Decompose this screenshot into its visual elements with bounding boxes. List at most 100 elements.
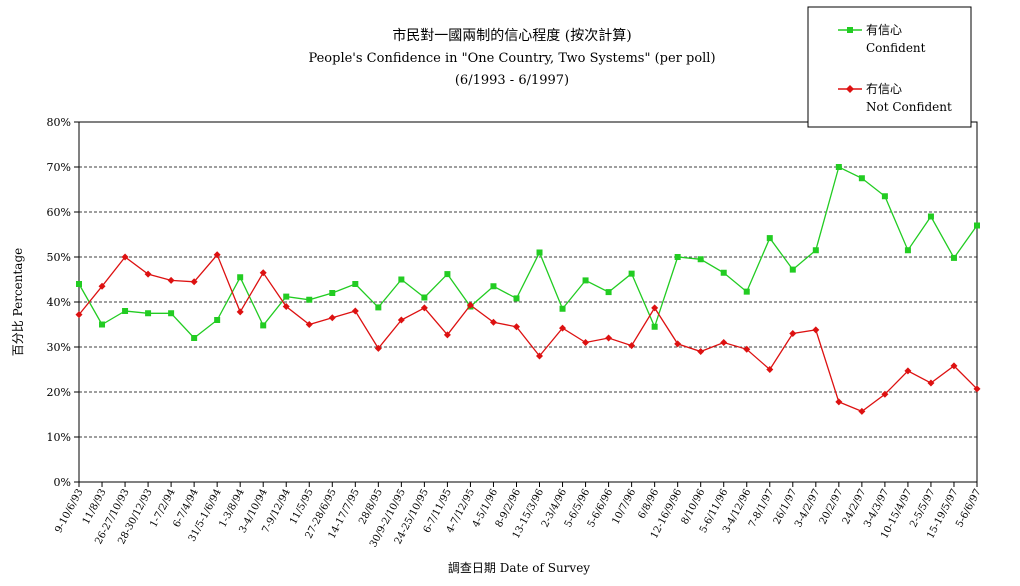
data-point — [651, 304, 659, 312]
data-point — [168, 310, 175, 317]
data-point — [789, 266, 796, 273]
y-tick-label: 40% — [47, 296, 71, 309]
data-point — [329, 290, 336, 296]
data-point — [536, 249, 543, 256]
data-point — [305, 321, 313, 328]
data-point — [605, 289, 612, 296]
x-axis-label: 調查日期 Date of Survey — [448, 561, 590, 575]
y-axis-label: 百分比 Percentage — [11, 248, 25, 357]
y-tick-label: 30% — [47, 341, 71, 354]
data-point — [398, 276, 405, 283]
data-point — [145, 310, 152, 317]
data-point — [259, 269, 267, 277]
data-point — [237, 274, 244, 281]
data-point — [697, 256, 704, 263]
data-point — [490, 283, 497, 290]
data-point — [674, 254, 681, 260]
y-tick-label: 60% — [47, 206, 71, 219]
data-point — [858, 407, 866, 415]
data-point — [76, 281, 82, 287]
y-tick-label: 50% — [47, 251, 71, 264]
legend-marker-not-confident — [846, 85, 854, 93]
data-point — [881, 390, 889, 398]
data-point — [375, 304, 382, 311]
data-point — [443, 331, 451, 339]
x-tick-label: 9-10/6/93 — [53, 487, 85, 535]
gridlines — [79, 166, 977, 438]
data-point — [351, 307, 359, 315]
data-point — [512, 323, 520, 331]
x-tick-label: 6/8/96 — [636, 487, 661, 521]
data-point — [99, 321, 106, 328]
y-tick-label: 70% — [47, 161, 71, 174]
data-point — [190, 278, 198, 286]
data-point — [904, 367, 912, 375]
plot-area — [78, 121, 978, 483]
data-point — [306, 296, 313, 303]
data-point — [835, 164, 842, 170]
data-point — [628, 270, 635, 277]
legend: 有信心 Confident 冇信心 Not Confident — [807, 6, 972, 128]
data-point — [144, 270, 152, 278]
data-point — [904, 247, 911, 254]
data-point — [743, 345, 751, 353]
data-point — [720, 339, 728, 346]
legend-label-confident: 有信心 — [866, 23, 902, 37]
data-point — [858, 175, 865, 182]
y-tick-label: 20% — [47, 386, 71, 399]
data-point — [927, 213, 934, 220]
data-point — [167, 276, 175, 284]
data-point — [789, 330, 797, 337]
series-line — [78, 166, 978, 339]
data-point — [974, 222, 980, 229]
data-point — [605, 334, 613, 342]
data-point — [582, 339, 590, 346]
legend-label-not-confident-en: Not Confident — [866, 100, 952, 114]
data-point — [352, 281, 359, 287]
data-point — [766, 366, 774, 373]
data-point — [651, 323, 658, 330]
data-point — [812, 247, 819, 254]
data-point — [835, 398, 843, 406]
data-point — [260, 322, 267, 329]
legend-marker-confident — [847, 27, 853, 33]
data-point — [582, 277, 589, 284]
data-point — [420, 304, 428, 312]
data-point — [397, 316, 405, 324]
data-point — [328, 314, 336, 322]
series-not-confident — [75, 251, 981, 415]
data-point — [374, 344, 382, 352]
chart-subtitle-range: (6/1993 - 6/1997) — [455, 73, 569, 88]
legend-box — [807, 6, 972, 128]
data-point — [98, 282, 106, 290]
data-point — [191, 335, 198, 341]
data-point — [559, 305, 566, 312]
data-point — [536, 352, 544, 360]
y-tick-label: 0% — [54, 476, 71, 489]
data-point — [513, 295, 520, 302]
series-confident — [76, 164, 980, 341]
data-point — [697, 348, 705, 355]
data-point — [236, 308, 244, 316]
chart-subtitle: People's Confidence in "One Country, Two… — [308, 51, 715, 66]
data-point — [559, 324, 567, 332]
data-point — [122, 308, 129, 314]
y-tick-label: 80% — [47, 116, 71, 129]
data-point — [213, 251, 221, 259]
data-point — [743, 288, 750, 295]
data-point — [214, 317, 221, 323]
y-axis-ticks: 0% 10% 20% 30% 40% 50% 60% 70% 80% — [47, 116, 79, 489]
data-point — [881, 193, 888, 200]
data-point — [812, 326, 820, 334]
data-point — [674, 340, 682, 348]
data-point — [283, 293, 290, 300]
series-line — [78, 253, 978, 413]
data-point — [466, 301, 474, 309]
legend-label-not-confident: 冇信心 — [866, 82, 902, 96]
data-point — [950, 362, 958, 370]
data-point — [121, 253, 129, 261]
data-point — [421, 294, 428, 301]
data-point — [282, 303, 290, 310]
chart-title: 市民對一國兩制的信心程度 (按次計算) — [392, 27, 631, 44]
